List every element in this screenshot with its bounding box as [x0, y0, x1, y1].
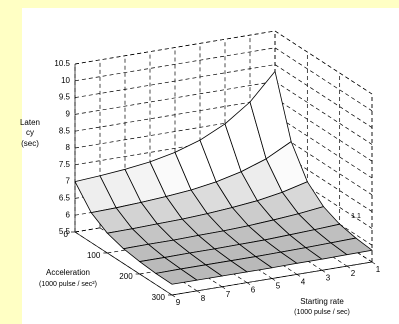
tick-mark	[196, 290, 201, 294]
tick-labels: 5.5 6 6.5 7 7.5 8 8.5 9 9.5 10 10.5 1 2 3 4 5 6 7 8 9 0 100 20…	[54, 59, 380, 307]
z-tick-label: 6	[66, 210, 71, 219]
z-tick-label: 10.5	[54, 59, 70, 68]
y-axis-unit: (1000 pulse / sec²)	[39, 281, 97, 288]
grid-line	[74, 47, 276, 82]
tick-mark	[271, 278, 276, 281]
z-axis-label: Laten	[20, 118, 40, 127]
grid-line	[274, 114, 373, 179]
z-tick-label: 6.5	[59, 194, 71, 203]
z-tick-label: 7.5	[59, 160, 71, 169]
z-tick-label: 9	[66, 110, 71, 119]
x-tick-label: 3	[326, 273, 331, 282]
tick-mark	[221, 286, 226, 290]
grid-line	[274, 64, 373, 128]
grid-line	[74, 30, 276, 65]
surface-patch	[329, 237, 373, 256]
x-tick-label: 1	[376, 265, 381, 274]
grid-line	[74, 81, 276, 115]
z-tick-label: 5.5	[59, 227, 71, 236]
x-tick-label: 5	[276, 282, 281, 291]
z-tick-label: 8.5	[59, 126, 71, 135]
z-axis-label: cy	[26, 128, 34, 137]
x-tick-label: 6	[251, 286, 256, 295]
x-tick-label: 8	[201, 294, 206, 303]
y-tick-label: 0	[64, 230, 69, 239]
y-axis-label: Acceleration	[46, 268, 90, 277]
grid-line	[74, 231, 173, 296]
z-tick-label: 10	[61, 76, 70, 85]
tick-mark	[321, 269, 326, 273]
x-tick-label: 7	[226, 290, 231, 299]
z-tick-label: 7	[66, 177, 71, 186]
x-tick-label: 9	[176, 298, 181, 307]
tick-mark	[246, 282, 251, 285]
y-tick-label: 300	[152, 293, 166, 302]
grid-line	[171, 261, 373, 296]
x-tick-label: 4	[301, 277, 306, 286]
grid-line	[274, 165, 373, 229]
surface	[74, 70, 373, 285]
grid-line	[274, 148, 373, 212]
tick-mark	[346, 265, 351, 269]
tick-mark	[171, 294, 176, 298]
annotation: 1.1	[351, 213, 361, 220]
tick-mark	[296, 274, 301, 277]
grid-line	[274, 30, 373, 95]
y-tick-label: 100	[87, 251, 101, 260]
grid-line	[274, 131, 373, 196]
grid-line	[274, 81, 373, 145]
grid-line	[274, 97, 373, 162]
y-tick-label: 200	[119, 272, 133, 281]
z-axis-label: (sec)	[21, 139, 39, 148]
z-tick-label: 8	[66, 143, 71, 152]
x-axis-unit: (1000 pulse / sec)	[294, 309, 350, 316]
x-tick-label: 2	[351, 269, 356, 278]
grid-line	[274, 47, 373, 112]
x-axis-label: Starting rate	[300, 297, 344, 306]
tick-mark	[371, 261, 376, 265]
z-tick-label: 9.5	[59, 93, 71, 102]
